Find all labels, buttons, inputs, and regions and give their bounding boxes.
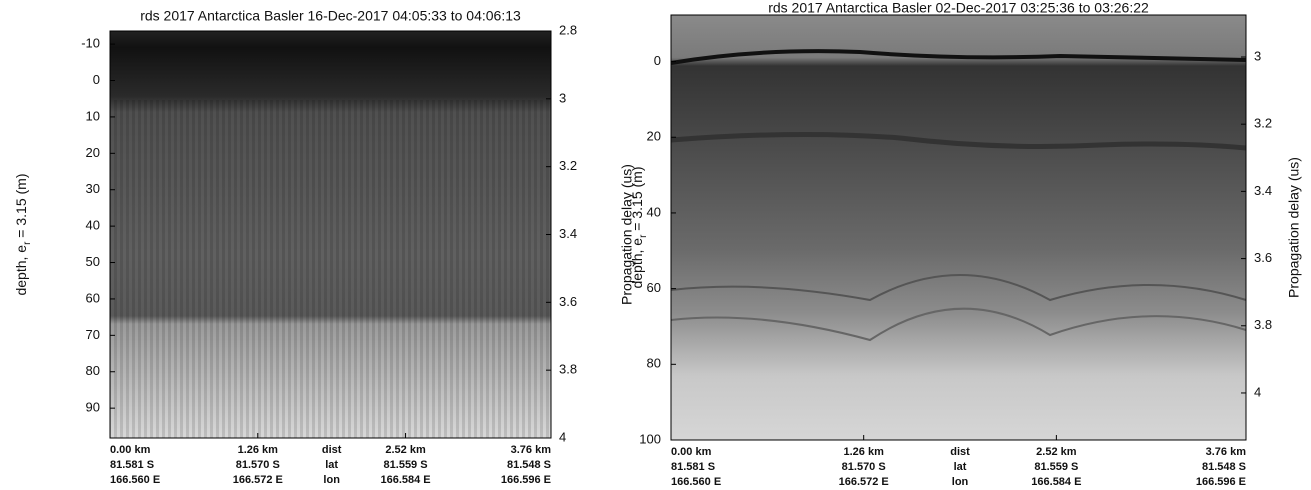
lon-label: 166.596 E bbox=[1196, 476, 1246, 488]
y-axis-label-part: r bbox=[22, 241, 33, 245]
y2-tick-label: 3 bbox=[559, 90, 566, 105]
lat-label: 81.548 S bbox=[507, 459, 551, 471]
y-axis-label-part: = 3.15 (m) bbox=[629, 166, 645, 234]
chart-title: rds 2017 Antarctica Basler 16-Dec-2017 0… bbox=[140, 8, 521, 24]
lat-label: 81.548 S bbox=[1202, 461, 1246, 473]
image-left bbox=[110, 31, 551, 438]
y-tick-label: 30 bbox=[86, 181, 100, 196]
x-tick-label: 1.26 km bbox=[238, 444, 279, 456]
y-tick-label: 0 bbox=[654, 53, 661, 68]
lat-label: 81.570 S bbox=[842, 461, 886, 473]
lat-label: 81.581 S bbox=[671, 461, 715, 473]
y2-tick-label: 4 bbox=[1254, 384, 1261, 399]
lon-label: 166.584 E bbox=[1031, 476, 1081, 488]
x-tick-label: 2.52 km bbox=[385, 444, 426, 456]
lon-label: 166.596 E bbox=[501, 474, 551, 486]
y-tick-label: 80 bbox=[647, 356, 661, 371]
y2-tick-label: 3.2 bbox=[1254, 116, 1272, 131]
y2-axis-label: Propagation delay (us) bbox=[619, 164, 635, 305]
y-tick-label: 50 bbox=[86, 254, 100, 269]
y2-tick-label: 3.6 bbox=[559, 294, 577, 309]
chart-title: rds 2017 Antarctica Basler 02-Dec-2017 0… bbox=[768, 0, 1149, 16]
y2-axis-label: Propagation delay (us) bbox=[1286, 157, 1302, 298]
row-name: lon bbox=[952, 476, 969, 488]
lon-label: 166.560 E bbox=[110, 474, 160, 486]
y-tick-label: 0 bbox=[93, 72, 100, 87]
row-name: dist bbox=[950, 446, 970, 458]
x-tick-label: 1.26 km bbox=[843, 446, 884, 458]
y-axis-label-part: = 3.15 (m) bbox=[13, 173, 29, 241]
x-tick-label: 0.00 km bbox=[671, 446, 712, 458]
y-axis-label: depth, er = 3.15 (m) bbox=[629, 166, 649, 288]
image-right bbox=[670, 15, 1247, 440]
y-axis-label-part: r bbox=[638, 234, 649, 238]
y-tick-label: 20 bbox=[86, 145, 100, 160]
y-tick-label: 60 bbox=[86, 290, 100, 305]
x-tick-label: 2.52 km bbox=[1036, 446, 1077, 458]
lat-label: 81.570 S bbox=[236, 459, 280, 471]
y-tick-label: 40 bbox=[647, 204, 661, 219]
y-tick-label: 100 bbox=[639, 431, 661, 446]
y2-tick-label: 3.6 bbox=[1254, 250, 1272, 265]
lat-label: 81.581 S bbox=[110, 459, 154, 471]
y2-tick-label: 3.2 bbox=[559, 158, 577, 173]
y-tick-label: 10 bbox=[86, 108, 100, 123]
y2-tick-label: 3.8 bbox=[1254, 317, 1272, 332]
y-tick-label: -10 bbox=[81, 36, 100, 51]
y2-tick-label: 2.8 bbox=[559, 22, 577, 37]
lon-label: 166.572 E bbox=[839, 476, 889, 488]
y2-tick-label: 3.4 bbox=[1254, 183, 1272, 198]
x-tick-label: 3.76 km bbox=[511, 444, 552, 456]
row-name: lat bbox=[954, 461, 967, 473]
x-tick-label: 0.00 km bbox=[110, 444, 151, 456]
y-tick-label: 40 bbox=[86, 218, 100, 233]
x-tick-label: 3.76 km bbox=[1206, 446, 1247, 458]
y-tick-label: 20 bbox=[647, 129, 661, 144]
y-axis-label: depth, er = 3.15 (m) bbox=[13, 173, 33, 295]
lat-label: 81.559 S bbox=[384, 459, 428, 471]
y2-tick-label: 3 bbox=[1254, 48, 1261, 63]
y-tick-label: 70 bbox=[86, 327, 100, 342]
y2-tick-label: 4 bbox=[559, 429, 566, 444]
row-name: lat bbox=[325, 459, 338, 471]
row-name: lon bbox=[323, 474, 340, 486]
plot-frame bbox=[670, 14, 1247, 441]
y-tick-label: 60 bbox=[647, 280, 661, 295]
lon-label: 166.584 E bbox=[380, 474, 430, 486]
y-axis-label-part: depth, e bbox=[629, 238, 645, 289]
y-tick-label: 80 bbox=[86, 363, 100, 378]
y2-tick-label: 3.8 bbox=[559, 362, 577, 377]
y-axis-label-part: depth, e bbox=[13, 245, 29, 296]
y-tick-label: 90 bbox=[86, 400, 100, 415]
row-name: dist bbox=[322, 444, 342, 456]
lon-label: 166.560 E bbox=[671, 476, 721, 488]
lon-label: 166.572 E bbox=[233, 474, 283, 486]
y2-tick-label: 3.4 bbox=[559, 226, 577, 241]
lat-label: 81.559 S bbox=[1034, 461, 1078, 473]
